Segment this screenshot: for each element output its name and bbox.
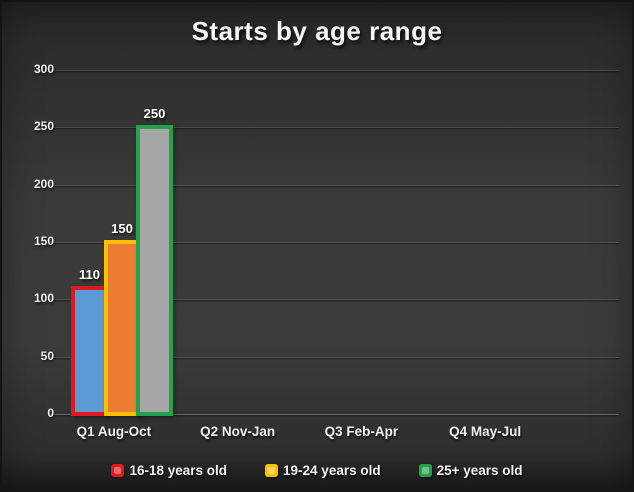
y-tick-label-250: 250 (33, 119, 54, 134)
chart-title: Starts by age range (191, 16, 443, 46)
gridline-y250 (49, 127, 619, 129)
legend-item-25plus[interactable]: 25+ years old (418, 463, 523, 478)
legend-item-19-24[interactable]: 19-24 years old (265, 463, 381, 478)
legend-marker-16-18-icon (111, 464, 125, 477)
gridline-y200 (49, 184, 619, 186)
x-tick-label-q1: Q1 Aug-Oct (76, 424, 152, 439)
gridline-y50 (49, 356, 619, 358)
data-label-250: 250 (143, 106, 166, 122)
plot-area (49, 70, 619, 416)
legend-marker-25plus-icon (418, 464, 432, 477)
data-label-110: 110 (79, 266, 100, 282)
legend-marker-19-24-icon (265, 464, 279, 477)
y-tick-label-300: 300 (33, 62, 54, 76)
legend-label: 19-24 years old (283, 463, 381, 478)
gridline-y300 (49, 70, 619, 71)
y-tick-label-50: 50 (40, 348, 54, 363)
x-tick-label-q4: Q4 May-Jul (449, 424, 522, 439)
y-tick-label-200: 200 (33, 176, 54, 191)
x-axis-line (49, 414, 619, 415)
bar-16-18-years-old-q1[interactable] (71, 285, 108, 416)
bar-19-24-years-old-q1[interactable] (103, 240, 141, 416)
legend-label: 25+ years old (436, 463, 523, 478)
legend-item-16-18[interactable]: 16-18 years old (111, 463, 227, 478)
gridline-y100 (49, 299, 619, 301)
x-tick-label-q2: Q2 Nov-Jan (200, 424, 276, 439)
chart-legend: 16-18 years old 19-24 years old 25+ year… (2, 463, 632, 478)
y-tick-label-150: 150 (33, 234, 54, 248)
bar-25-years-old-q1[interactable] (136, 125, 173, 416)
y-tick-label-0: 0 (47, 406, 54, 420)
data-label-150: 150 (111, 221, 133, 236)
y-tick-label-100: 100 (33, 291, 54, 306)
gridline-y150 (49, 242, 619, 243)
x-tick-label-q3: Q3 Feb-Apr (324, 424, 399, 439)
legend-label: 16-18 years old (129, 463, 228, 478)
